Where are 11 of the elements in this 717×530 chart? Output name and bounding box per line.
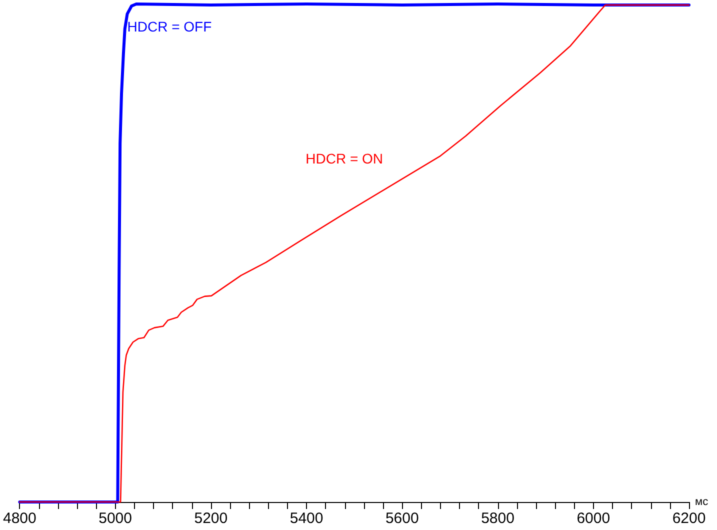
x-axis-title: мс — [695, 496, 709, 508]
series-label: HDCR = OFF — [127, 18, 212, 34]
x-tick-label: 5400 — [290, 510, 324, 527]
x-tick-label: 5200 — [194, 510, 228, 527]
x-tick-label: 4800 — [2, 510, 36, 527]
x-tick-label: 5800 — [481, 510, 514, 527]
x-tick-label: 5600 — [385, 510, 419, 527]
x-tick-label: 6200 — [672, 510, 706, 527]
series-label: HDCR = ON — [306, 150, 384, 166]
x-tick-label: 5000 — [98, 510, 132, 527]
x-tick-label: 6000 — [576, 510, 610, 527]
